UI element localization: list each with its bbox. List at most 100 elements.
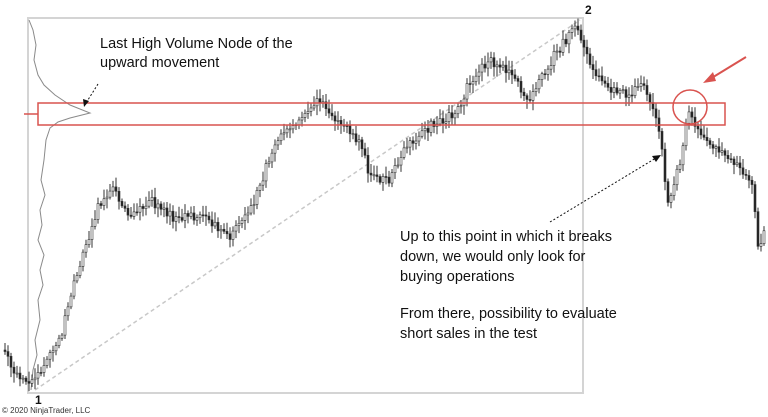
candle-body — [579, 29, 583, 41]
candle-body — [204, 214, 208, 217]
candle-body — [756, 211, 760, 247]
candle-body — [384, 176, 388, 178]
candle-body — [363, 148, 367, 156]
candle-body — [123, 205, 127, 209]
candle-body — [309, 107, 313, 112]
candle-body — [522, 91, 526, 96]
candle-body — [330, 112, 334, 117]
candle-body — [648, 94, 652, 103]
candle-body — [201, 214, 205, 217]
note-pointer-head — [83, 99, 89, 107]
candle-body — [138, 206, 142, 213]
candle-body — [402, 147, 406, 158]
candle-body — [501, 64, 505, 68]
candle-body — [207, 215, 211, 221]
candle-body — [483, 63, 487, 69]
candle-body — [453, 113, 457, 119]
candle-body — [174, 216, 178, 222]
candle-body — [576, 25, 580, 31]
candle-body — [468, 83, 472, 85]
candle-body — [747, 175, 751, 181]
candle-body — [459, 105, 463, 108]
candle-body — [420, 130, 424, 137]
candle-body — [573, 25, 577, 30]
candle-body — [717, 146, 721, 153]
candle-body — [210, 219, 214, 227]
candle-body — [324, 101, 328, 110]
candle-body — [642, 83, 646, 86]
candle-body — [708, 140, 712, 145]
candle-body — [315, 98, 319, 107]
candle-body — [570, 28, 574, 33]
candle-body — [105, 196, 109, 200]
candle-body — [168, 210, 172, 217]
annotation: Last High Volume Node of the — [100, 36, 293, 52]
candle-body — [594, 69, 598, 77]
candle-body — [633, 86, 637, 96]
candle-body — [534, 88, 538, 92]
candle-body — [114, 186, 118, 192]
candle-body — [492, 57, 496, 68]
candle-body — [741, 167, 745, 175]
candle-body — [744, 174, 748, 176]
candle-body — [558, 50, 562, 53]
candle-body — [54, 345, 58, 352]
candle-body — [735, 162, 739, 165]
candle-body — [510, 69, 514, 76]
candle-body — [702, 134, 706, 138]
candle-body — [60, 334, 64, 339]
candle-body — [57, 337, 61, 346]
candle-body — [426, 128, 430, 133]
candle-body — [33, 377, 37, 381]
candle-body — [129, 214, 133, 217]
candle-body — [564, 38, 568, 45]
candle-body — [675, 168, 679, 186]
annotation: From there, possibility to evaluate — [400, 306, 617, 322]
candle-body — [390, 172, 394, 184]
candle-body — [408, 140, 412, 148]
candle-body — [687, 111, 691, 124]
candle-body — [243, 214, 247, 221]
note-pointer-head — [652, 155, 661, 162]
candle-body — [246, 212, 250, 216]
candle-body — [378, 176, 382, 183]
candle-body — [27, 381, 31, 384]
candle-body — [669, 195, 673, 203]
candle-body — [699, 128, 703, 136]
candle-body — [90, 225, 94, 240]
candle-body — [192, 212, 196, 221]
candle-body — [621, 89, 625, 91]
candle-body — [141, 206, 145, 209]
candle-body — [198, 214, 202, 218]
candle-body — [36, 372, 40, 379]
candle-body — [99, 203, 103, 206]
candle-body — [360, 139, 364, 150]
candle-body — [6, 351, 10, 357]
candle-body — [300, 117, 304, 121]
candle-body — [591, 64, 595, 70]
candle-body — [108, 190, 112, 198]
candle-body — [93, 219, 97, 227]
candle-body — [147, 200, 151, 207]
candle-body — [348, 125, 352, 135]
candle-body — [723, 150, 727, 156]
candle-body — [369, 172, 373, 176]
candle-body — [261, 180, 265, 186]
candle-body — [711, 144, 715, 149]
candle-body — [3, 349, 7, 352]
annotation: Up to this point in which it breaks — [400, 229, 612, 245]
candle-body — [222, 228, 226, 232]
candle-body — [177, 216, 181, 218]
candle-body — [357, 139, 361, 143]
candle-body — [465, 83, 469, 100]
candle-body — [498, 64, 502, 68]
candle-body — [75, 275, 79, 282]
candle-body — [51, 350, 55, 353]
candle-body — [561, 38, 565, 53]
candle-body — [72, 280, 76, 297]
candle-body — [612, 87, 616, 93]
candle-body — [144, 205, 148, 209]
candle-body — [555, 50, 559, 53]
candle-body — [30, 379, 34, 384]
